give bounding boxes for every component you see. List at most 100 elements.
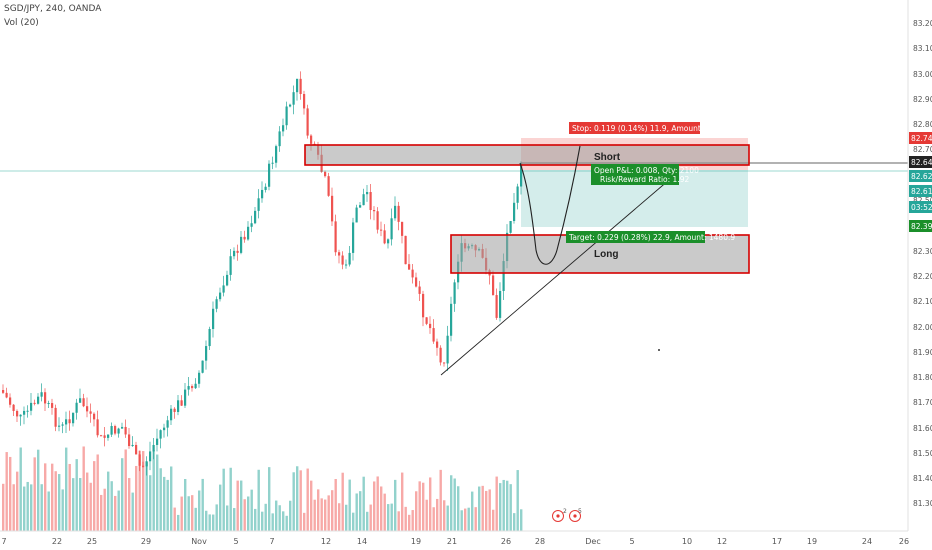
time-axis[interactable]: 7 22 25 29 Nov 5 7 12 14 19 21 26 28 Dec 5 10 12 17 19 24 26 — [0, 530, 909, 546]
price-tag: 82.395 — [909, 220, 932, 232]
candle-body — [201, 360, 204, 373]
volume-bar — [506, 480, 509, 531]
short-zone-box[interactable] — [304, 144, 750, 166]
candle-body — [121, 426, 124, 429]
volume-bar — [401, 472, 404, 531]
price-tick-label: 81.300 — [913, 499, 932, 508]
candle-body — [79, 398, 82, 403]
volume-bar — [51, 463, 54, 531]
volume-bar — [44, 463, 47, 531]
volume-bar — [387, 504, 390, 531]
event-icon-b[interactable]: 5 — [569, 508, 583, 522]
price-tick-label: 82.200 — [913, 272, 932, 281]
candle-body — [75, 402, 78, 413]
volume-bar — [411, 510, 414, 531]
risk-reward-label: Risk/Reward Ratio: 1.92 — [600, 175, 689, 184]
trend-line[interactable] — [440, 179, 670, 376]
long-zone-label: Long — [594, 249, 618, 260]
volume-bar — [485, 490, 488, 531]
volume-bar — [289, 500, 292, 531]
candle-body — [191, 386, 194, 389]
volume-bar — [100, 494, 103, 531]
volume-bar — [520, 509, 523, 531]
candle-body — [359, 205, 362, 208]
volume-bar — [450, 475, 453, 531]
candle-body — [415, 277, 418, 287]
volume-bar — [128, 478, 131, 531]
candle-body — [86, 406, 89, 412]
volume-bar — [93, 461, 96, 531]
volume-bar — [226, 505, 229, 531]
candle-body — [275, 146, 278, 163]
volume-bar — [488, 489, 491, 531]
volume-bar — [457, 486, 460, 531]
volume-bar — [177, 514, 180, 531]
candle-body — [103, 435, 106, 438]
candle-body — [348, 252, 351, 265]
volume-bar — [89, 482, 92, 531]
volume-bar — [75, 459, 78, 531]
time-tick-label: 26 — [899, 537, 909, 546]
volume-bar — [439, 469, 442, 531]
candle-body — [296, 78, 299, 93]
candle-body — [278, 131, 281, 147]
candle-body — [33, 402, 36, 404]
candlesticks — [2, 71, 523, 476]
candle-body — [93, 413, 96, 420]
event-icon-a[interactable]: 2 — [552, 508, 568, 522]
volume-bar — [149, 475, 152, 531]
svg-text:82.624: 82.624 — [911, 172, 932, 181]
volume-bar — [492, 509, 495, 531]
volume-bar — [324, 499, 327, 531]
volume-bar — [369, 504, 372, 531]
volume-bar — [236, 480, 239, 531]
candle-body — [429, 323, 432, 329]
candle-body — [453, 282, 456, 304]
time-tick-label: 19 — [411, 537, 421, 546]
candle-body — [23, 410, 26, 415]
volume-bar — [338, 503, 341, 531]
volume-bar — [380, 486, 383, 531]
svg-text:82.743: 82.743 — [911, 134, 932, 143]
candle-body — [131, 444, 134, 447]
candle-body — [100, 435, 103, 437]
price-axis[interactable]: 83.200 83.100 83.000 82.900 82.800 82.700 82.5… — [907, 0, 932, 531]
candle-body — [68, 419, 71, 424]
volume-bar — [502, 479, 505, 531]
volume-bar — [208, 514, 211, 531]
volume-bar — [254, 508, 257, 531]
volume-bar — [2, 483, 5, 531]
volume-bar — [408, 514, 411, 531]
candle-body — [212, 308, 215, 330]
volume-bar — [138, 450, 141, 531]
volume-bar — [264, 503, 267, 531]
volume-bar — [296, 466, 299, 531]
candle-body — [404, 235, 407, 265]
candle-body — [516, 186, 519, 203]
projection-curve[interactable] — [519, 145, 581, 265]
candle-body — [502, 261, 505, 291]
volume-bar — [436, 498, 439, 531]
price-tick-label: 81.500 — [913, 449, 932, 458]
volume-indicator-label[interactable]: Vol (20) — [4, 18, 39, 28]
price-tick-label: 82.300 — [913, 247, 932, 256]
volume-bar — [61, 489, 64, 531]
volume-bar — [121, 458, 124, 531]
short-zone-label: Short — [594, 152, 621, 163]
candle-body — [58, 425, 61, 427]
volume-bar — [145, 462, 148, 531]
marker-dot — [658, 349, 660, 351]
candle-body — [163, 427, 166, 431]
candle-body — [166, 420, 169, 428]
volume-bar — [12, 484, 15, 531]
time-tick-label: 5 — [233, 537, 238, 546]
volume-bar — [33, 457, 36, 531]
symbol-title[interactable]: SGD/JPY, 240, OANDA — [4, 4, 102, 14]
price-tag: 82.624 — [909, 170, 932, 182]
volume-bar — [348, 479, 351, 531]
volume-bar — [247, 496, 250, 531]
volume-bar — [114, 495, 117, 531]
candle-body — [37, 396, 40, 404]
volume-bar — [453, 478, 456, 531]
